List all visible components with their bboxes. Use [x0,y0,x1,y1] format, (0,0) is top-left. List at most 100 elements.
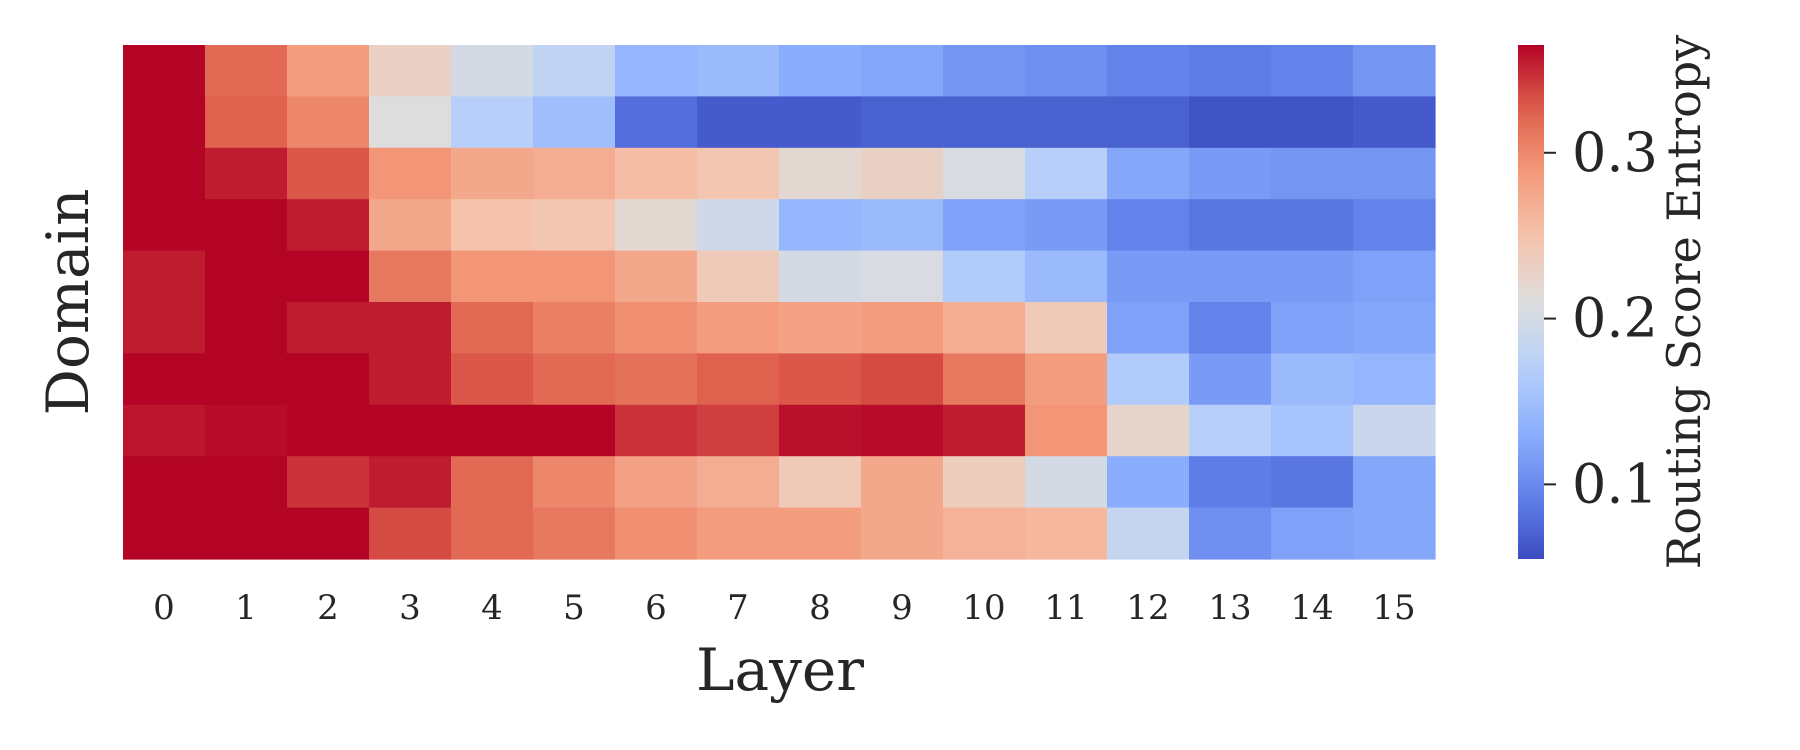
heatmap-cell [369,353,452,406]
heatmap-cell [1025,456,1108,509]
heatmap-cell [861,302,944,354]
heatmap-cell [779,96,862,149]
heatmap-cell [1025,199,1108,252]
heatmap-cell [615,250,698,303]
heatmap-cell [369,456,452,509]
heatmap-cell [205,404,288,457]
heatmap-cell [943,353,1026,406]
heatmap-cell [861,45,944,97]
heatmap-cell [533,147,616,200]
heatmap-cell [1189,147,1272,200]
heatmap-cell [697,353,780,406]
heatmap-cell [533,96,616,149]
heatmap-cell [1271,147,1354,200]
heatmap-cell [615,302,698,354]
heatmap-cell [287,456,370,509]
heatmap-cell [369,302,452,354]
x-tick-label: 4 [481,588,503,628]
heatmap-cell [205,147,288,200]
heatmap-cell [287,147,370,200]
heatmap-cell [615,96,698,149]
heatmap-cell [205,353,288,406]
heatmap-cell [1025,353,1108,406]
heatmap-cell [697,456,780,509]
heatmap-cell [697,147,780,200]
heatmap-cell [287,199,370,252]
heatmap-cell [1271,96,1354,149]
heatmap-cell [1189,199,1272,252]
heatmap-cell [123,199,206,252]
heatmap-cell [369,507,452,560]
heatmap-cell [533,45,616,97]
x-tick-label: 9 [891,588,913,628]
heatmap-cell [615,353,698,406]
heatmap-cell [123,302,206,354]
heatmap-cell [1271,302,1354,354]
heatmap-cell [205,199,288,252]
heatmap-cell [1353,404,1436,457]
heatmap-cell [205,302,288,354]
heatmap-cell [1353,96,1436,149]
heatmap-cell [205,456,288,509]
heatmap-cell [1025,147,1108,200]
heatmap-cell [943,456,1026,509]
heatmap-cell [1271,45,1354,97]
x-tick-label: 15 [1372,588,1415,628]
heatmap-cell [1353,147,1436,200]
colorbar-tick-label: 0.2 [1572,287,1658,350]
heatmap-cell [533,199,616,252]
heatmap-cell [205,250,288,303]
heatmap-cell [287,353,370,406]
heatmap-cell [287,507,370,560]
x-tick-label: 0 [153,588,175,628]
heatmap-cell [861,404,944,457]
heatmap-cell [1189,353,1272,406]
heatmap-cell [615,404,698,457]
heatmap-cell [1271,199,1354,252]
colorbar-tick-label: 0.3 [1572,121,1658,184]
heatmap-cell [615,507,698,560]
x-tick-label: 7 [727,588,749,628]
heatmap-cell [451,456,534,509]
heatmap-cell [123,456,206,509]
heatmap-cell [1107,353,1190,406]
heatmap-cell [205,45,288,97]
heatmap-cell [451,507,534,560]
heatmap-cell [451,250,534,303]
heatmap-cell [697,199,780,252]
heatmap-cell [205,96,288,149]
heatmap-cell [1025,96,1108,149]
heatmap-cell [779,404,862,457]
heatmap-cell [1025,302,1108,354]
heatmap-cell [615,45,698,97]
heatmap-cell [1107,250,1190,303]
heatmap-cell [451,199,534,252]
heatmap-cell [1353,199,1436,252]
heatmap-cell [533,353,616,406]
x-tick-labels: 0 1 2 3 4 5 6 7 8 9 10 11 12 13 14 15 [153,588,1415,628]
x-tick-label: 5 [563,588,585,628]
heatmap-cell [451,353,534,406]
heatmap-cell [451,302,534,354]
heatmap-cell [1107,404,1190,457]
heatmap-cell [861,353,944,406]
heatmap-cell [1353,250,1436,303]
heatmap-cell [287,250,370,303]
heatmap-cell [1107,302,1190,354]
heatmap-cell [1271,353,1354,406]
heatmap-cell [1107,147,1190,200]
heatmap-cell [697,302,780,354]
heatmap-cell [1271,250,1354,303]
heatmap-cell [1189,96,1272,149]
heatmap-cell [779,353,862,406]
heatmap-cell [533,404,616,457]
heatmap-cell [533,507,616,560]
heatmap-cell [861,507,944,560]
x-tick-label: 14 [1290,588,1333,628]
x-tick-label: 6 [645,588,667,628]
x-tick-label: 11 [1044,588,1087,628]
heatmap-cell [287,45,370,97]
x-tick-label: 12 [1126,588,1169,628]
heatmap-cell [943,250,1026,303]
